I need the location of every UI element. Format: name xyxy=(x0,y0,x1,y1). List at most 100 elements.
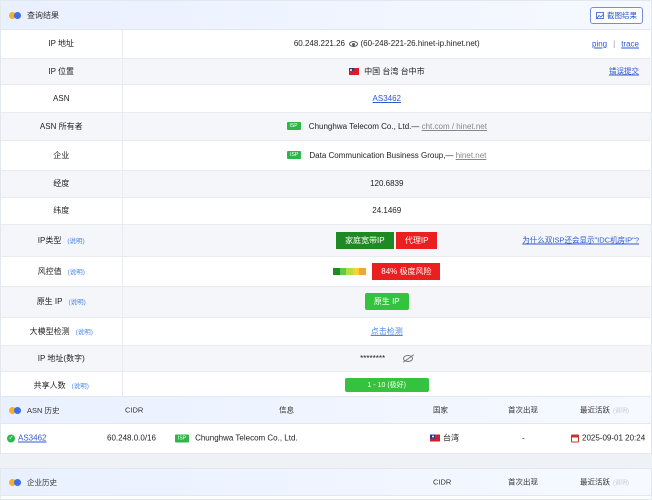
ip-type-label-cell: IP类型 (说明) xyxy=(1,224,123,257)
longitude-label: 经度 xyxy=(1,170,123,198)
info-table: IP 地址 60.248.221.26 (60-248-221-26.hinet… xyxy=(1,30,651,400)
calendar-icon xyxy=(571,434,579,443)
proxy-badge: 代理IP xyxy=(395,231,438,249)
org-cell: ISP Data Communication Business Group,— … xyxy=(122,140,651,171)
native-cell: 原生 IP xyxy=(122,286,651,318)
tool-separator: | xyxy=(613,39,616,49)
share-help-link[interactable]: (说明) xyxy=(71,382,89,390)
row-asn: ASN AS3462 xyxy=(1,84,651,113)
ip-number-value: ******** xyxy=(360,353,386,363)
col-country: 国家 xyxy=(433,405,448,415)
card-title: 查询结果 xyxy=(27,10,59,20)
asn-history-cidr: 60.248.0.0/16 xyxy=(107,433,156,443)
row-share: 共享人数 (说明) 1 - 10 (极好) xyxy=(1,371,651,400)
risk-label: 风控值 xyxy=(37,266,62,276)
native-label: 原生 IP xyxy=(36,297,63,306)
asn-history-header: ASN 历史 CIDR 信息 国家 首次出现 最近活跃 (说明) xyxy=(1,397,651,424)
share-label: 共享人数 xyxy=(33,380,66,390)
org-col-first-seen: 首次出现 xyxy=(508,477,538,487)
ip-value: 60.248.221.26 xyxy=(293,39,345,49)
longitude-value: 120.6839 xyxy=(122,170,651,198)
org-history-title: 企业历史 xyxy=(27,477,57,487)
org-history-card: 企业历史 CIDR 首次出现 最近活跃 (说明) xyxy=(0,468,652,500)
asn-owner-value: Chunghwa Telecom Co., Ltd.— xyxy=(308,121,420,131)
ip-type-label: IP类型 xyxy=(37,235,62,245)
org-history-header: 企业历史 CIDR 首次出现 最近活跃 (说明) xyxy=(1,469,651,496)
col-first-seen: 首次出现 xyxy=(508,405,538,415)
last-active-hint[interactable]: (说明) xyxy=(613,408,629,415)
location-label: IP 位置 xyxy=(1,58,123,85)
eye-off-icon[interactable] xyxy=(403,354,414,362)
asn-link[interactable]: AS3462 xyxy=(372,93,401,103)
share-label-cell: 共享人数 (说明) xyxy=(1,371,123,400)
ip-type-cell: 家庭宽带IP 代理IP 为什么双ISP还会显示"IDC机房IP"? xyxy=(122,224,651,257)
screenshot-button[interactable]: 截图结果 xyxy=(590,6,643,24)
col-cidr: CIDR xyxy=(125,405,144,415)
ping-link[interactable]: ping xyxy=(592,39,608,49)
eye-icon[interactable] xyxy=(349,41,359,48)
row-risk: 风控值 (说明) 84% 极度风险 xyxy=(1,256,651,287)
ip-number-cell: ******** xyxy=(122,345,651,372)
org-domain[interactable]: hinet.net xyxy=(455,150,487,160)
asn-cell: AS3462 xyxy=(122,84,651,113)
org-value: Data Communication Business Group,— xyxy=(309,150,454,160)
card-header: 查询结果 截图结果 xyxy=(1,1,651,30)
asn-owner-domains[interactable]: cht.com / hinet.net xyxy=(421,121,487,131)
col-last-active-label: 最近活跃 xyxy=(580,405,610,415)
asn-history-first-seen: - xyxy=(522,433,525,443)
row-llm: 大模型检测 (说明) 点击检测 xyxy=(1,317,651,346)
risk-meter xyxy=(333,267,366,275)
report-error-link[interactable]: 错误提交 xyxy=(609,66,639,76)
app-logo-icon xyxy=(9,406,21,414)
ip-hostname: (60-248-221-26.hinet-ip.hinet.net) xyxy=(360,39,480,49)
app-logo-icon xyxy=(9,478,21,486)
asn-history-asn-link[interactable]: AS3462 xyxy=(18,433,47,443)
org-col-cidr: CIDR xyxy=(433,477,452,487)
asn-history-country: 台湾 xyxy=(430,433,459,444)
row-latitude: 纬度 24.1469 xyxy=(1,197,651,225)
risk-cell: 84% 极度风险 xyxy=(122,256,651,287)
org-col-last-active-label: 最近活跃 xyxy=(580,477,610,487)
asn-history-title: ASN 历史 xyxy=(27,405,60,415)
latitude-label: 纬度 xyxy=(1,197,123,225)
llm-label-cell: 大模型检测 (说明) xyxy=(1,317,123,346)
ip-type-help-link[interactable]: (说明) xyxy=(67,237,85,245)
row-ip: IP 地址 60.248.221.26 (60-248-221-26.hinet… xyxy=(1,30,651,59)
trace-link[interactable]: trace xyxy=(621,39,639,49)
llm-help-link[interactable]: (说明) xyxy=(75,328,93,336)
native-help-link[interactable]: (说明) xyxy=(68,299,86,306)
risk-help-link[interactable]: (说明) xyxy=(67,268,85,276)
row-longitude: 经度 120.6839 xyxy=(1,170,651,198)
asn-owner-label: ASN 所有者 xyxy=(1,112,123,141)
asn-history-last-active-text: 2025-09-01 20:24 xyxy=(582,433,646,443)
isp-tag: ISP xyxy=(175,434,190,443)
org-col-last-active: 最近活跃 (说明) xyxy=(580,477,629,488)
taiwan-flag-icon xyxy=(348,67,359,75)
native-badge: 原生 IP xyxy=(364,293,409,310)
org-last-active-hint[interactable]: (说明) xyxy=(613,480,629,487)
row-location: IP 位置 中国 台湾 台中市 错误提交 xyxy=(1,58,651,85)
native-label-cell: 原生 IP (说明) xyxy=(1,286,123,318)
share-cell: 1 - 10 (极好) xyxy=(122,371,651,400)
share-bar: 1 - 10 (极好) xyxy=(344,378,429,392)
llm-detect-link[interactable]: 点击检测 xyxy=(370,326,403,336)
isp-tag: ISP xyxy=(287,151,302,160)
row-ip-number: IP 地址(数字) ******** xyxy=(1,345,651,372)
row-ip-type: IP类型 (说明) 家庭宽带IP 代理IP 为什么双ISP还会显示"IDC机房IP… xyxy=(1,224,651,257)
ip-number-label: IP 地址(数字) xyxy=(1,345,123,372)
col-info: 信息 xyxy=(279,405,294,415)
screenshot-label: 截图结果 xyxy=(607,10,637,20)
ip-type-question-link[interactable]: 为什么双ISP还会显示"IDC机房IP"? xyxy=(522,235,639,245)
asn-history-card: ASN 历史 CIDR 信息 国家 首次出现 最近活跃 (说明) ✓ AS3462 … xyxy=(0,396,652,454)
isp-tag: ISP xyxy=(286,122,301,131)
home-broadband-badge: 家庭宽带IP xyxy=(336,231,394,249)
image-icon xyxy=(596,11,604,19)
ip-tools: ping | trace xyxy=(592,39,639,48)
asn-history-row: ✓ AS3462 60.248.0.0/16 ISP Chunghwa Teleco… xyxy=(1,424,651,452)
asn-history-info-text: Chunghwa Telecom Co., Ltd. xyxy=(195,433,298,443)
ip-cell: 60.248.221.26 (60-248-221-26.hinet-ip.hi… xyxy=(122,30,651,59)
check-circle-icon: ✓ xyxy=(7,434,15,443)
llm-label: 大模型检测 xyxy=(29,326,70,336)
latitude-value: 24.1469 xyxy=(122,197,651,225)
